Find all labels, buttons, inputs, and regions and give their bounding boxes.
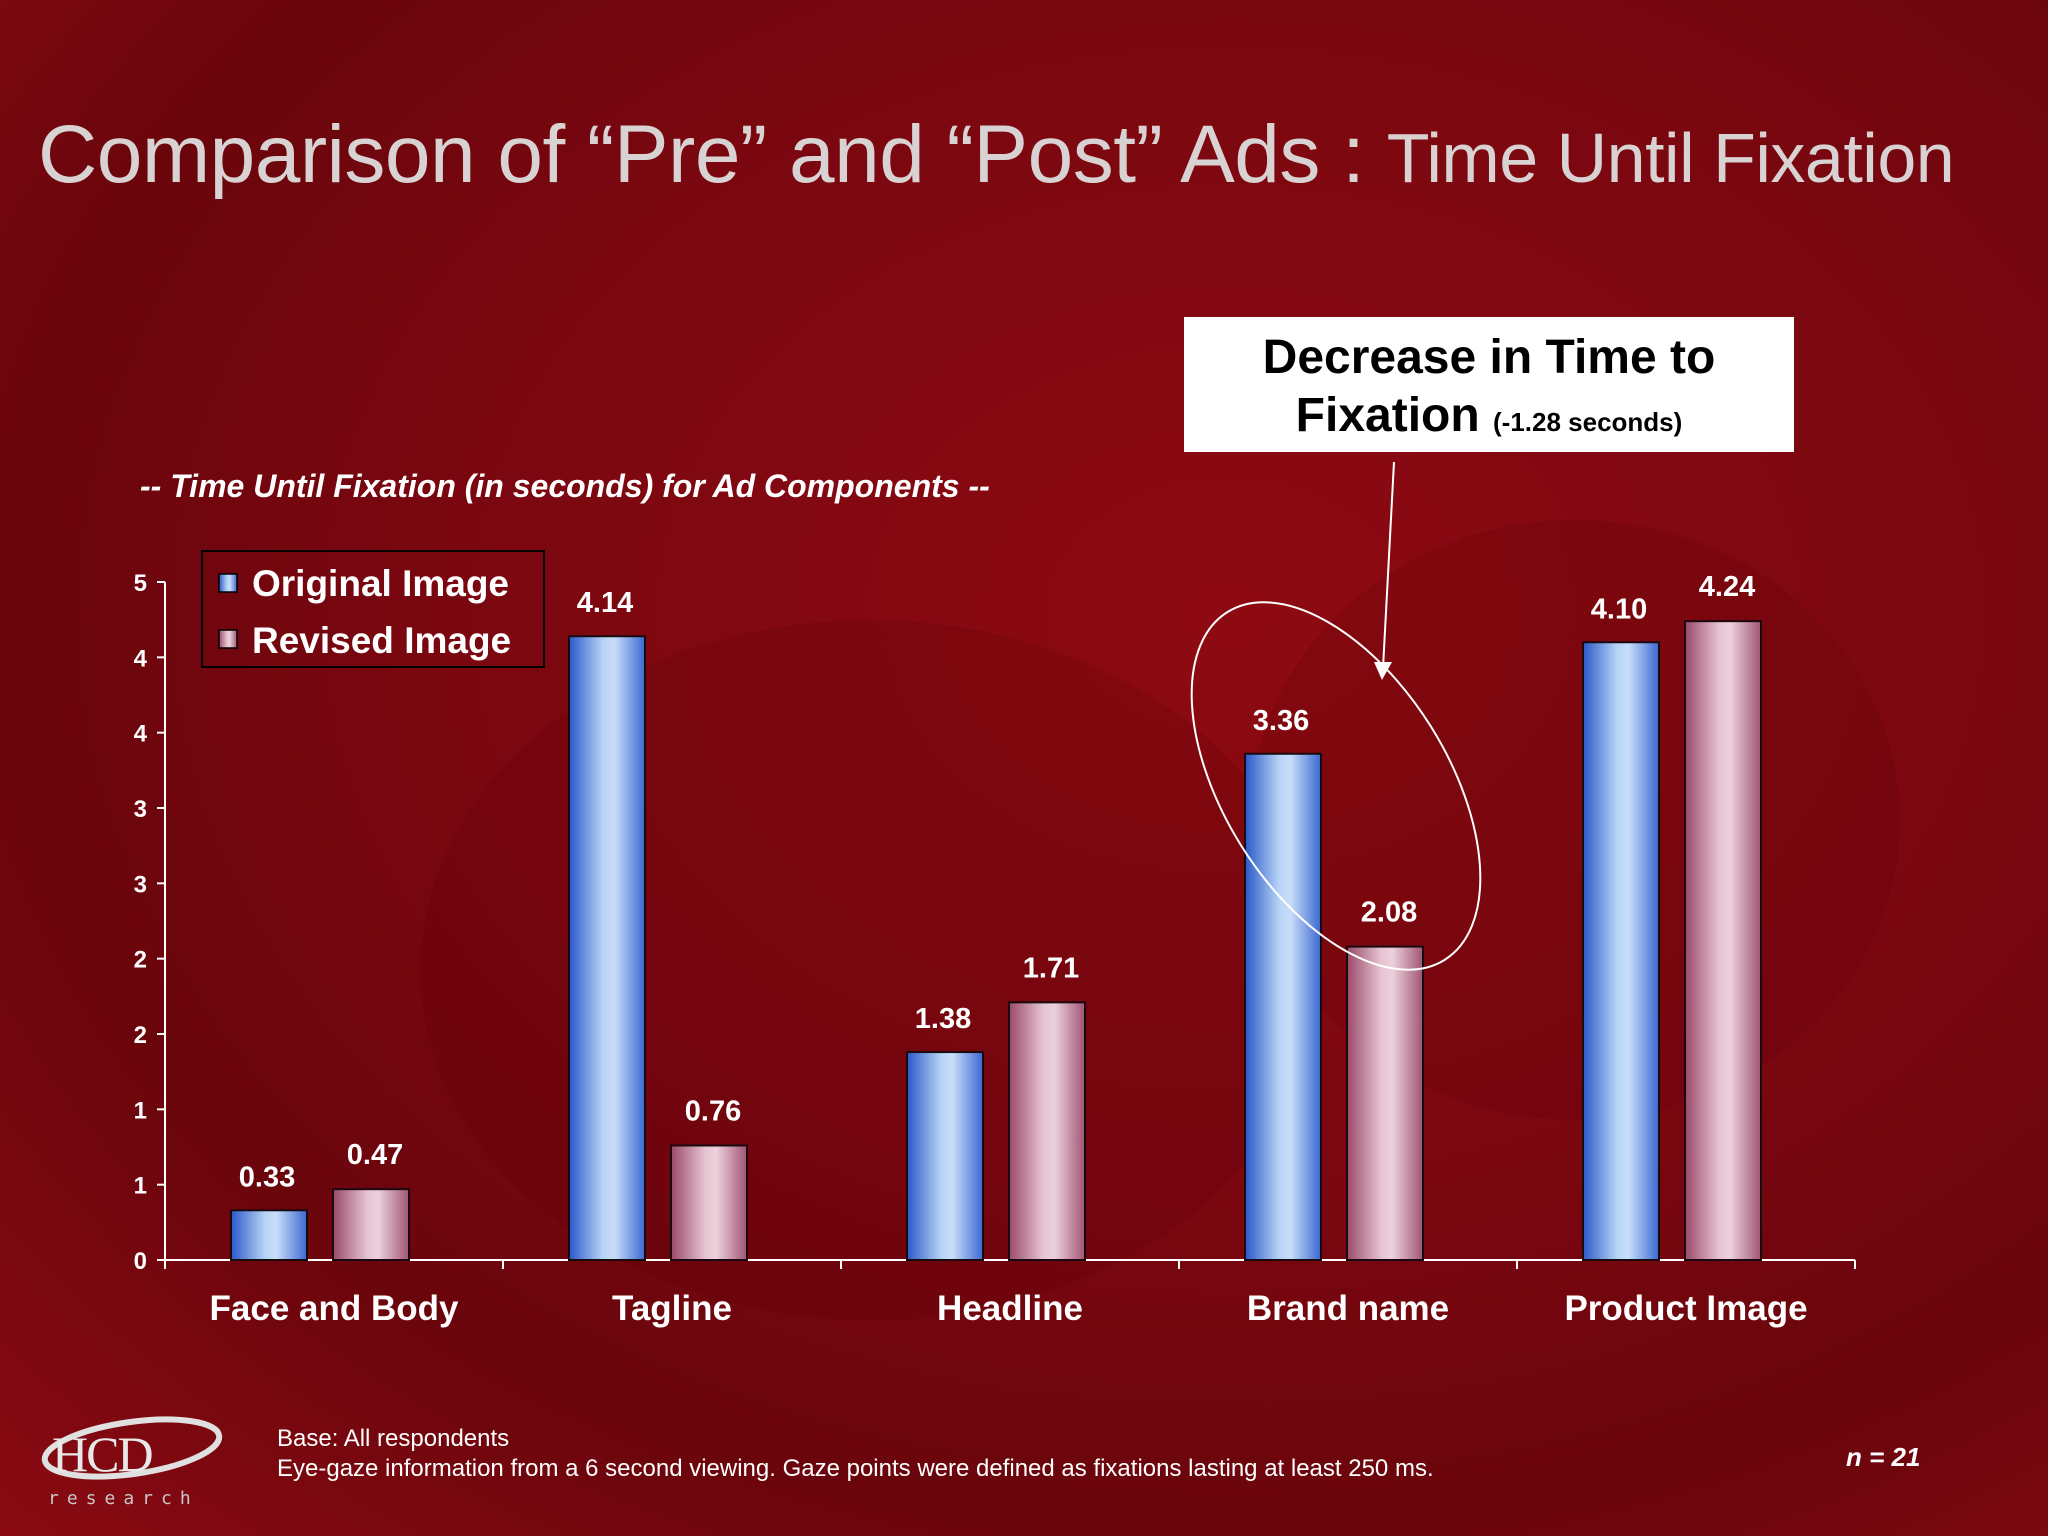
legend: Original Image Revised Image xyxy=(201,550,545,668)
callout-line1: Decrease in Time to xyxy=(1262,331,1716,384)
legend-label-original: Original Image xyxy=(252,563,509,604)
y-tick-label: 3 xyxy=(134,871,147,898)
data-label: 0.47 xyxy=(347,1139,403,1171)
slide-title-sub: Time Until Fixation xyxy=(1386,119,1955,197)
y-tick-label: 5 xyxy=(134,570,147,597)
data-label: 0.76 xyxy=(685,1095,741,1127)
callout-small: (-1.28 seconds) xyxy=(1493,407,1683,437)
data-label: 1.38 xyxy=(915,1003,971,1035)
legend-swatch-revised xyxy=(218,629,238,649)
legend-swatch-original xyxy=(218,573,238,593)
data-label: 4.24 xyxy=(1699,571,1755,603)
footer-method-line: Eye-gaze information from a 6 second vie… xyxy=(277,1455,1434,1482)
callout-arrow-head xyxy=(1374,662,1392,680)
y-tick-label: 4 xyxy=(134,721,148,748)
y-tick-label: 1 xyxy=(134,1097,147,1124)
callout-arrow-line xyxy=(1382,461,1395,669)
sample-size-label: n = 21 xyxy=(1846,1442,1921,1472)
highlight-ellipse xyxy=(1190,601,1482,971)
legend-box xyxy=(201,550,545,668)
data-label: 1.71 xyxy=(1023,952,1079,984)
y-tick-label: 4 xyxy=(134,645,148,672)
legend-label-revised: Revised Image xyxy=(252,620,511,661)
y-tick-label: 2 xyxy=(134,1022,147,1049)
bar-original-image xyxy=(1244,752,1322,1261)
data-label: 3.36 xyxy=(1253,705,1309,737)
bar-original-image xyxy=(906,1051,984,1261)
bar-revised-image xyxy=(332,1188,410,1261)
data-label: 2.08 xyxy=(1361,897,1417,929)
y-tick-label: 2 xyxy=(134,947,147,974)
bar-original-image xyxy=(568,635,646,1261)
data-label: 4.14 xyxy=(577,587,633,619)
bar-revised-image xyxy=(1346,945,1424,1261)
chart-subtitle: -- Time Until Fixation (in seconds) for … xyxy=(140,468,990,504)
logo-text: HCD xyxy=(52,1426,154,1482)
data-label: 0.33 xyxy=(239,1161,295,1193)
data-label: 4.10 xyxy=(1591,593,1647,625)
y-tick-label: 3 xyxy=(134,796,147,823)
x-tick-label: Product Image xyxy=(1564,1289,1807,1328)
footer-base-line: Base: All respondents xyxy=(277,1425,510,1452)
bar-revised-image xyxy=(670,1144,748,1261)
footer-note: Base: All respondents Eye-gaze informati… xyxy=(277,1424,1434,1484)
callout-line2: Fixation xyxy=(1295,389,1494,442)
logo-swoosh-icon xyxy=(41,1416,223,1480)
slide-title: Comparison of “Pre” and “Post” Ads : Tim… xyxy=(38,108,1955,202)
bar-original-image xyxy=(230,1209,308,1262)
y-tick-label: 1 xyxy=(134,1173,147,1200)
company-logo xyxy=(30,1410,230,1520)
x-tick-label: Tagline xyxy=(612,1289,732,1328)
bar-original-image xyxy=(1582,641,1660,1261)
bar-revised-image xyxy=(1684,620,1762,1261)
slide-title-main: Comparison of “Pre” and “Post” Ads : xyxy=(38,109,1387,200)
x-tick-label: Headline xyxy=(937,1289,1083,1328)
x-tick-label: Face and Body xyxy=(210,1289,459,1328)
bar-revised-image xyxy=(1008,1001,1086,1261)
y-tick-label: 0 xyxy=(134,1248,147,1275)
callout-box: Decrease in Time to Fixation (-1.28 seco… xyxy=(1184,317,1794,452)
logo-subtext: research xyxy=(48,1488,199,1509)
x-tick-label: Brand name xyxy=(1247,1289,1449,1328)
